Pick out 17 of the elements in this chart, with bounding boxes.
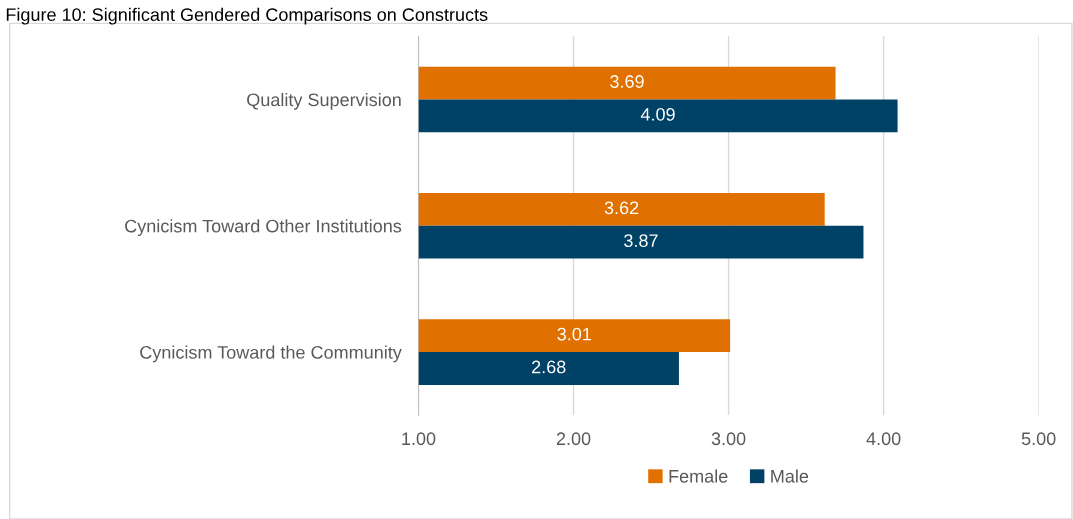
y-tick-label: Cynicism Toward Other Institutions: [125, 219, 402, 237]
data-label: 3.87: [624, 234, 658, 248]
legend-label: Male: [771, 469, 809, 483]
data-label: 3.01: [557, 327, 591, 341]
legend-label: Female: [669, 469, 728, 483]
x-tick-label: 3.00: [711, 432, 746, 446]
x-tick-label: 1.00: [402, 432, 436, 446]
x-tick-label: 4.00: [866, 432, 901, 446]
x-tick-label: 2.00: [556, 432, 591, 446]
data-label: 4.09: [640, 107, 675, 121]
y-tick-label: Quality Supervision: [247, 92, 401, 110]
text: Figure 10: Significant Gendered Comparisons on Constructs: [6, 7, 488, 25]
x-tick-label: 5.00: [1021, 432, 1056, 446]
data-label: 3.62: [604, 201, 639, 215]
data-label: 2.68: [532, 360, 566, 374]
data-label: 3.69: [610, 75, 644, 88]
y-tick-label: Cynicism Toward the Community: [140, 345, 402, 363]
